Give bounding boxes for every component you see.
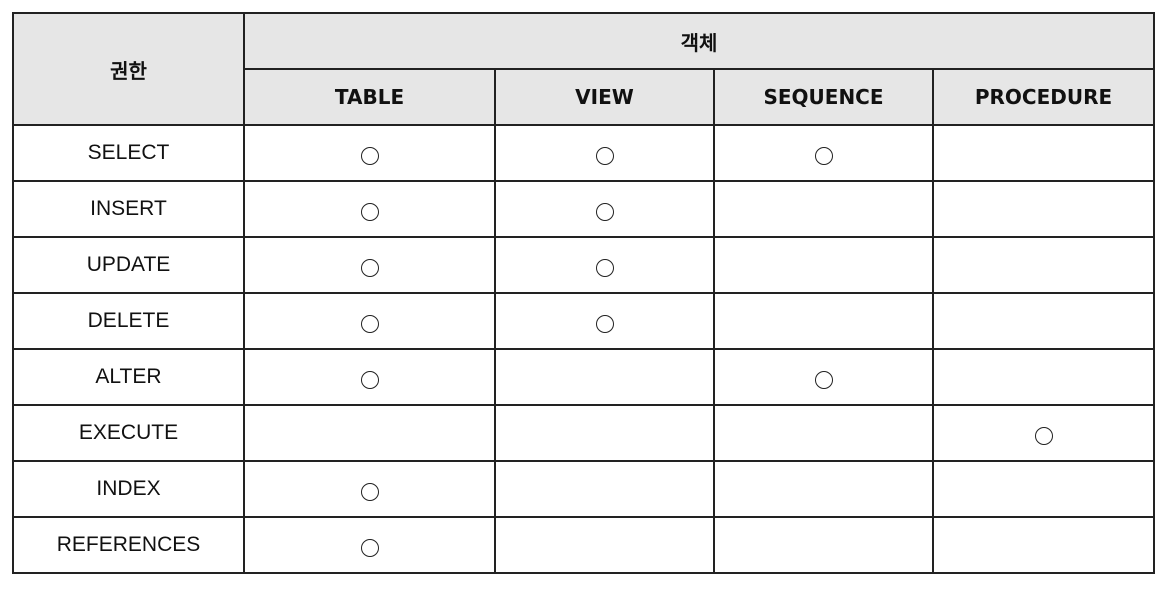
cell-sequence [713,124,934,182]
cell-table [243,348,496,406]
circle-mark-icon [360,538,379,557]
table-row: INSERT [12,180,1155,238]
column-header-table: TABLE [243,68,496,126]
circle-mark-icon [1034,426,1053,445]
cell-table [243,292,496,350]
circle-mark-icon [814,370,833,389]
cell-procedure [932,404,1155,462]
circle-mark-icon [814,146,833,165]
table-row: REFERENCES [12,516,1155,574]
table-row: ALTER [12,348,1155,406]
circle-mark-icon [360,314,379,333]
object-group-header: 객체 [243,12,1155,70]
cell-procedure [932,460,1155,518]
cell-procedure [932,236,1155,294]
privilege-name: INDEX [12,460,245,518]
privilege-object-table: 권한 객체 TABLE VIEW SEQUENCE PROCEDURE SELE… [12,12,1155,574]
privilege-name: UPDATE [12,236,245,294]
cell-table [243,180,496,238]
column-header-view: VIEW [494,68,715,126]
cell-view [494,460,715,518]
cell-sequence [713,460,934,518]
cell-procedure [932,292,1155,350]
cell-procedure [932,124,1155,182]
column-header-procedure: PROCEDURE [932,68,1155,126]
table-row: EXECUTE [12,404,1155,462]
circle-mark-icon [360,370,379,389]
cell-view [494,516,715,574]
cell-view [494,124,715,182]
cell-table [243,460,496,518]
circle-mark-icon [595,258,614,277]
circle-mark-icon [360,146,379,165]
cell-sequence [713,180,934,238]
circle-mark-icon [360,202,379,221]
cell-table [243,124,496,182]
column-header-sequence: SEQUENCE [713,68,934,126]
table-row: UPDATE [12,236,1155,294]
privilege-name: REFERENCES [12,516,245,574]
cell-view [494,236,715,294]
privilege-name: INSERT [12,180,245,238]
table-body: SELECT INSERT UPDATE DELETE ALTER EXECUTE INDE… [12,124,1155,574]
circle-mark-icon [595,146,614,165]
cell-table [243,236,496,294]
cell-sequence [713,404,934,462]
cell-view [494,348,715,406]
privilege-header: 권한 [12,12,245,126]
cell-sequence [713,516,934,574]
cell-sequence [713,236,934,294]
cell-procedure [932,180,1155,238]
table-row: SELECT [12,124,1155,182]
cell-sequence [713,348,934,406]
cell-view [494,292,715,350]
privilege-name: ALTER [12,348,245,406]
cell-view [494,180,715,238]
cell-table [243,404,496,462]
cell-table [243,516,496,574]
privilege-name: EXECUTE [12,404,245,462]
table-header: 권한 객체 TABLE VIEW SEQUENCE PROCEDURE [12,12,1155,126]
header-row-columns: TABLE VIEW SEQUENCE PROCEDURE [13,68,1155,126]
circle-mark-icon [360,258,379,277]
circle-mark-icon [595,314,614,333]
table-row: INDEX [12,460,1155,518]
cell-procedure [932,516,1155,574]
circle-mark-icon [360,482,379,501]
cell-view [494,404,715,462]
header-row-group: 권한 객체 [12,12,1155,126]
circle-mark-icon [595,202,614,221]
privilege-name: DELETE [12,292,245,350]
cell-sequence [713,292,934,350]
privilege-name: SELECT [12,124,245,182]
cell-procedure [932,348,1155,406]
table-row: DELETE [12,292,1155,350]
